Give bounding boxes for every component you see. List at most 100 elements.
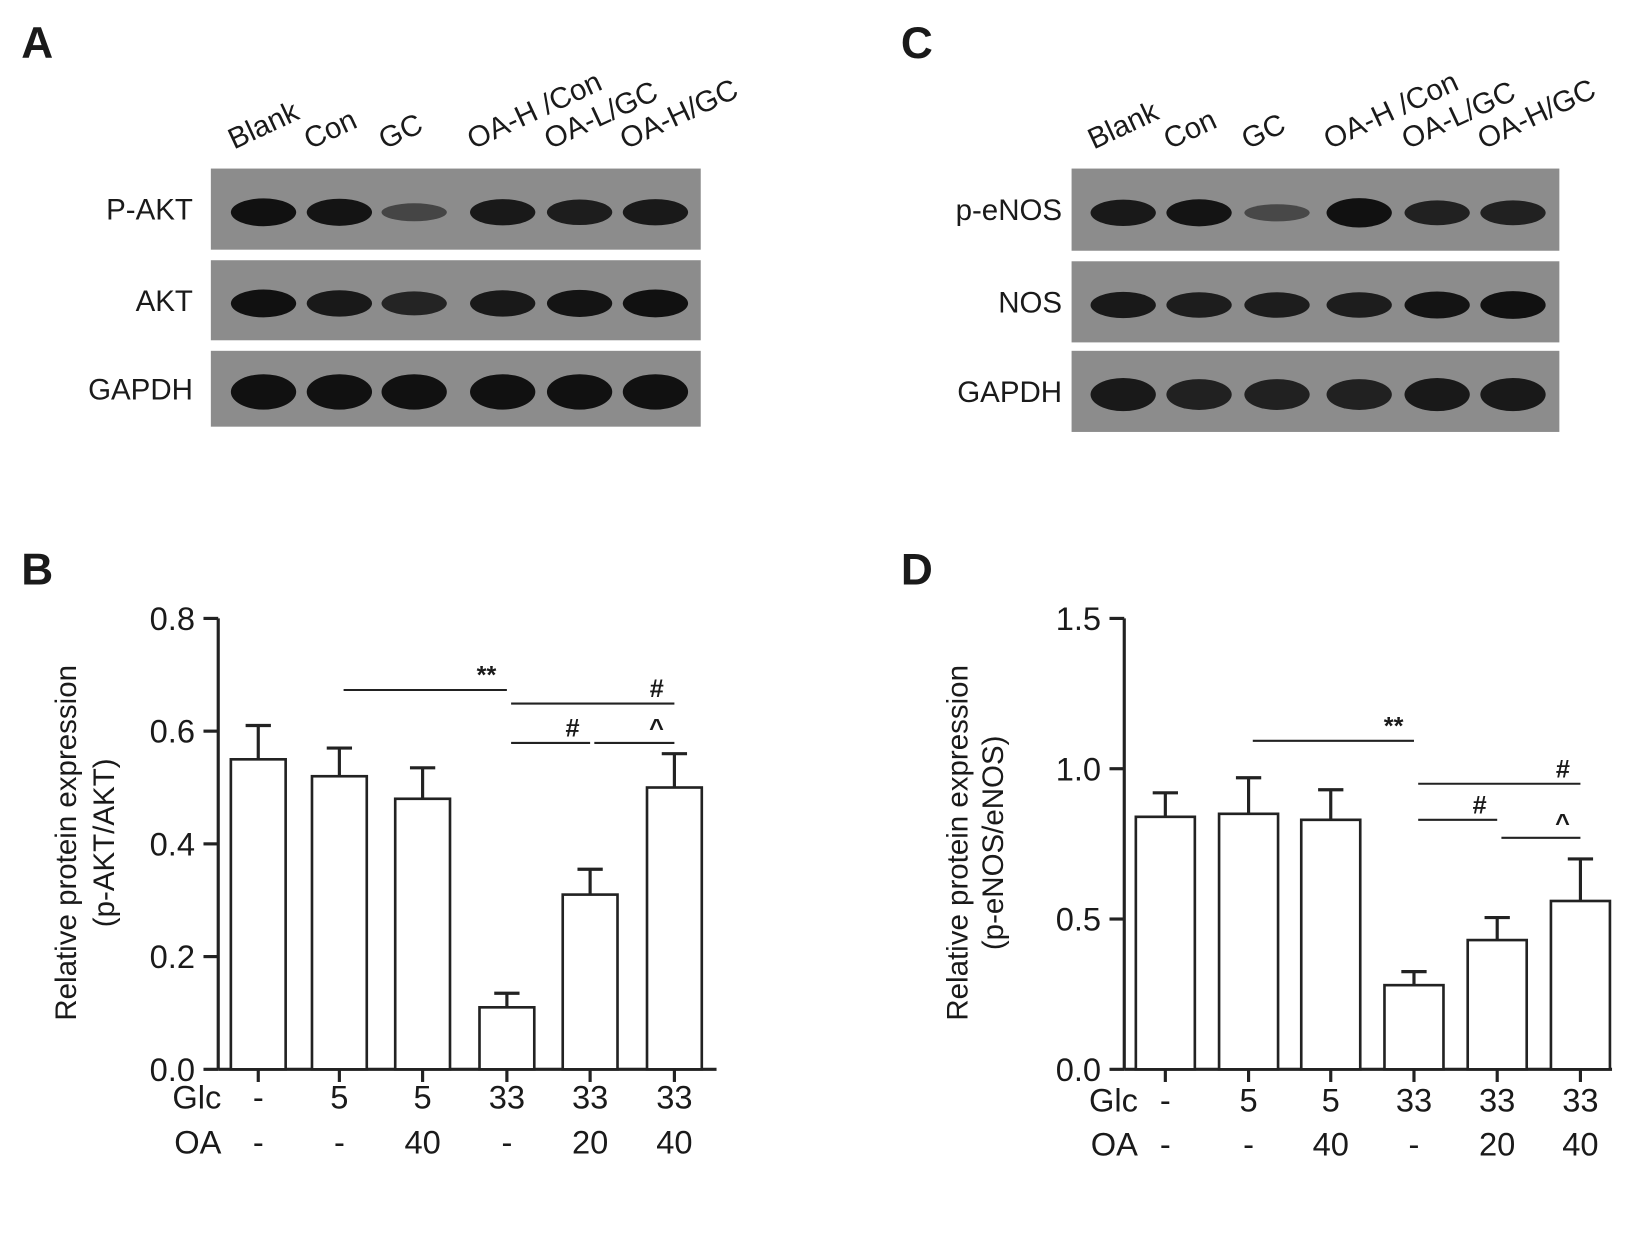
band — [470, 290, 536, 317]
band — [1166, 379, 1232, 410]
x-row-value: 40 — [1562, 1126, 1598, 1163]
x-row-value: 33 — [489, 1078, 525, 1115]
y-tick-label: 1.5 — [1056, 600, 1101, 637]
x-row-value: - — [501, 1124, 512, 1161]
x-row-label: OA — [174, 1124, 221, 1161]
y-axis-label: Relative protein expression — [50, 665, 83, 1021]
x-row-value: 33 — [1562, 1081, 1598, 1118]
x-row-label: Glc — [1089, 1081, 1138, 1118]
panel-label: A — [21, 19, 53, 68]
band — [306, 290, 373, 317]
band — [546, 374, 613, 410]
y-tick-label: 0.8 — [150, 600, 195, 637]
band — [306, 374, 373, 410]
y-tick-label: 0.6 — [150, 713, 195, 750]
band — [381, 374, 447, 410]
y-tick-label: 0.0 — [1056, 1051, 1101, 1088]
band — [622, 374, 689, 410]
x-row-value: 40 — [656, 1124, 692, 1161]
bar — [1134, 815, 1197, 1071]
y-axis-label: (p-eNOS/eNOS) — [977, 736, 1010, 951]
band — [622, 289, 689, 318]
band — [1326, 379, 1392, 410]
y-tick-label: 0.5 — [1056, 901, 1101, 938]
significance-mark: ** — [1384, 712, 1404, 740]
band — [1166, 199, 1232, 227]
band — [470, 199, 536, 226]
x-row-value: 5 — [414, 1078, 432, 1115]
band — [1166, 292, 1232, 318]
x-row-value: 33 — [656, 1078, 692, 1115]
x-row-value: - — [1160, 1126, 1171, 1163]
x-row-value: 33 — [572, 1078, 608, 1115]
band — [1090, 377, 1156, 412]
band — [1244, 292, 1310, 318]
x-row-label: OA — [1091, 1126, 1138, 1163]
significance-mark: # — [566, 715, 580, 743]
bar — [1549, 899, 1612, 1071]
band — [1480, 200, 1546, 226]
significance-mark: ^ — [1555, 810, 1570, 838]
bar — [1466, 938, 1529, 1071]
x-row-value: - — [334, 1124, 345, 1161]
x-row-value: 40 — [404, 1124, 440, 1161]
bar — [1383, 983, 1445, 1071]
significance-mark: # — [1556, 755, 1570, 783]
x-row-value: 33 — [1396, 1081, 1432, 1118]
band — [1090, 199, 1156, 226]
band — [622, 199, 689, 226]
y-tick-label: 0.2 — [150, 938, 195, 975]
band — [1404, 377, 1470, 412]
band — [546, 199, 613, 226]
y-tick-label: 0.0 — [150, 1051, 195, 1088]
panel-label: B — [21, 546, 53, 595]
band — [306, 198, 373, 226]
significance-mark: ^ — [649, 715, 664, 743]
x-row-value: 20 — [572, 1124, 608, 1161]
band — [230, 198, 297, 227]
band — [381, 203, 447, 222]
bar — [393, 797, 452, 1071]
x-row-value: 33 — [1479, 1081, 1515, 1118]
band — [1480, 291, 1546, 319]
significance-mark: ** — [477, 662, 497, 690]
y-axis-label: (p-AKT/AKT) — [88, 758, 121, 927]
x-row-value: 5 — [330, 1078, 348, 1115]
row-label: AKT — [136, 285, 193, 318]
bar — [645, 786, 704, 1071]
x-row-value: 5 — [1239, 1081, 1257, 1118]
x-row-value: - — [253, 1124, 264, 1161]
y-tick-label: 1.0 — [1056, 750, 1101, 787]
bar — [561, 893, 619, 1071]
x-row-value: 5 — [1322, 1081, 1340, 1118]
row-label: GAPDH — [957, 376, 1062, 409]
band — [381, 291, 447, 316]
significance-mark: # — [650, 675, 664, 703]
bar — [1299, 818, 1362, 1071]
x-row-label: Glc — [172, 1078, 221, 1115]
band — [1244, 379, 1310, 410]
x-row-value: - — [253, 1078, 264, 1115]
band — [230, 374, 297, 410]
y-axis-label: Relative protein expression — [941, 665, 974, 1021]
bar — [478, 1006, 536, 1071]
row-label: P-AKT — [106, 194, 193, 227]
band — [1244, 204, 1310, 222]
x-row-value: - — [1243, 1126, 1254, 1163]
row-label: NOS — [998, 286, 1062, 319]
band — [230, 289, 297, 318]
band — [470, 374, 536, 410]
band — [1404, 291, 1470, 319]
x-row-value: - — [1160, 1081, 1171, 1118]
x-row-value: - — [1409, 1126, 1420, 1163]
bar — [310, 774, 369, 1071]
band — [1090, 291, 1156, 319]
bar — [1217, 812, 1280, 1071]
band — [1326, 198, 1392, 228]
band — [1404, 200, 1470, 226]
panel-label: D — [901, 546, 933, 595]
y-tick-label: 0.4 — [150, 825, 195, 862]
row-label: p-eNOS — [956, 194, 1063, 227]
x-row-value: 20 — [1479, 1126, 1515, 1163]
